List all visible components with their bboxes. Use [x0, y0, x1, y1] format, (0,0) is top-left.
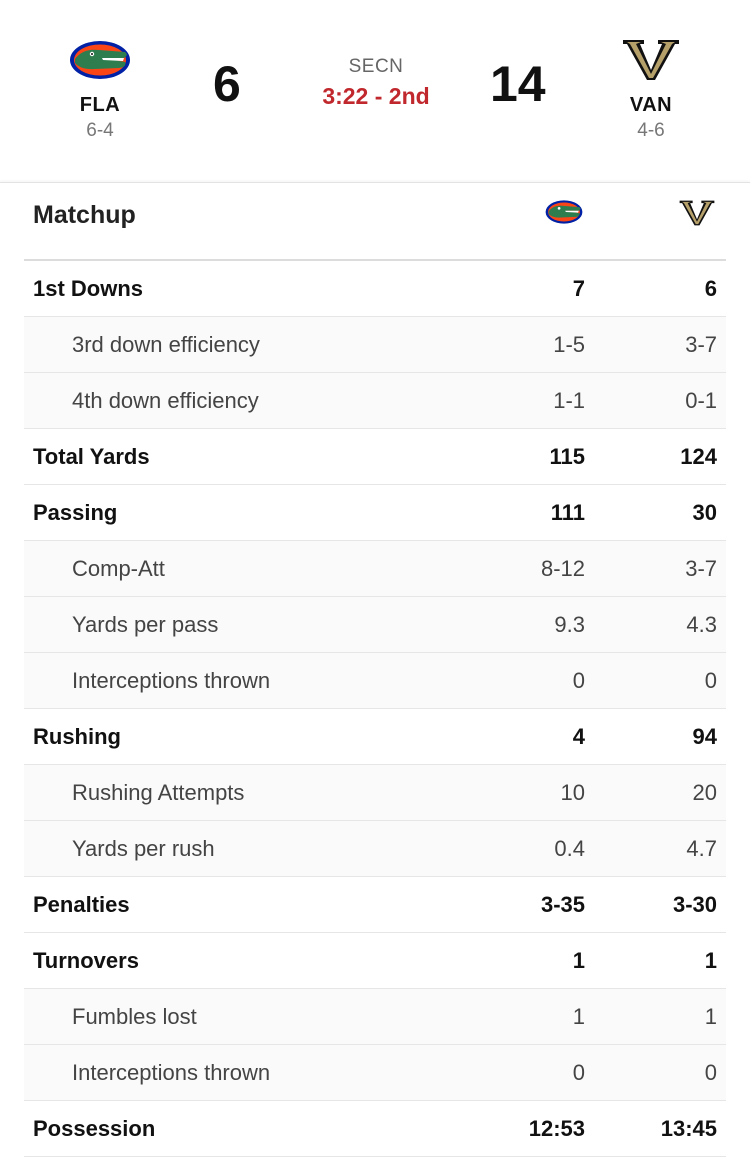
- home-stat-value: 0.4: [554, 836, 585, 861]
- away-stat-value: 3-30: [672, 892, 717, 917]
- away-stat-value: 6: [704, 276, 717, 301]
- home-stat-value: 3-35: [540, 892, 585, 917]
- stat-label: Penalties: [33, 892, 130, 917]
- stat-label: Fumbles lost: [72, 1004, 197, 1029]
- stat-label: Yards per rush: [72, 836, 215, 861]
- home-stat-value: 1: [572, 948, 585, 973]
- gator-logo-icon: [545, 199, 583, 230]
- game-status: SECN 3:22 - 2nd: [276, 56, 476, 110]
- stat-row: 1st Downs 7 6: [24, 261, 726, 317]
- stat-label: Turnovers: [33, 948, 139, 973]
- away-stat-value: 1: [704, 1004, 717, 1029]
- away-stat-value: 94: [692, 724, 717, 749]
- home-stat-value: 0: [572, 1060, 585, 1085]
- scoreboard-header: FLA 6-4 6 SECN 3:22 - 2nd 14 VAN 4-6: [0, 0, 750, 182]
- home-team[interactable]: FLA 6-4: [45, 34, 155, 142]
- stat-sub-row: Yards per pass 9.3 4.3: [24, 597, 726, 653]
- stat-row: Possession 12:53 13:45: [24, 1101, 726, 1157]
- stats-table: 1st Downs 7 6 3rd down efficiency 1-5 3-7 4th …: [24, 261, 726, 1157]
- tv-network: SECN: [348, 56, 404, 77]
- stat-row: Passing 111 30: [24, 485, 726, 541]
- stat-row: Total Yards 115 124: [24, 429, 726, 485]
- home-stat-value: 9.3: [554, 612, 585, 637]
- stat-label: 3rd down efficiency: [72, 332, 260, 357]
- away-stat-value: 4.7: [686, 836, 717, 861]
- away-stat-value: 124: [680, 444, 717, 469]
- home-stat-value: 10: [560, 780, 585, 805]
- home-team-abbr: FLA: [79, 94, 121, 116]
- stat-sub-row: Yards per rush 0.4 4.7: [24, 821, 726, 877]
- away-stat-value: 4.3: [686, 612, 717, 637]
- away-stat-value: 0-1: [685, 388, 717, 413]
- stat-label: Total Yards: [33, 444, 150, 469]
- away-stat-value: 3-7: [685, 332, 717, 357]
- away-stat-value: 3-7: [685, 556, 717, 581]
- matchup-title: Matchup: [33, 201, 136, 229]
- stat-label: Yards per pass: [72, 612, 219, 637]
- home-stat-value: 12:53: [528, 1116, 585, 1141]
- home-stat-value: 7: [572, 276, 585, 301]
- stat-label: 4th down efficiency: [72, 388, 259, 413]
- matchup-card: Matchup 1st Downs 7 6 3rd down efficiency 1-…: [0, 182, 750, 1158]
- stat-row: Penalties 3-35 3-30: [24, 877, 726, 933]
- stat-label: Rushing: [33, 724, 121, 749]
- stat-sub-row: 4th down efficiency 1-1 0-1: [24, 373, 726, 429]
- stat-label: Possession: [33, 1116, 156, 1141]
- stat-label: Interceptions thrown: [72, 1060, 271, 1085]
- home-stat-value: 8-12: [540, 556, 585, 581]
- away-stat-value: 0: [704, 1060, 717, 1085]
- home-team-record: 6-4: [86, 120, 114, 141]
- home-score: 6: [213, 56, 241, 112]
- away-stat-value: 13:45: [660, 1116, 717, 1141]
- game-clock: 3:22 - 2nd: [322, 83, 430, 109]
- stat-sub-row: 3rd down efficiency 1-5 3-7: [24, 317, 726, 373]
- stat-row: Turnovers 1 1: [24, 933, 726, 989]
- stat-sub-row: Interceptions thrown 0 0: [24, 1045, 726, 1101]
- vanderbilt-v-logo-icon: [679, 199, 715, 232]
- stat-label: Passing: [33, 500, 118, 525]
- home-stat-value: 4: [572, 724, 585, 749]
- home-stat-value: 111: [550, 500, 585, 525]
- stat-label: 1st Downs: [33, 276, 144, 301]
- stat-sub-row: Interceptions thrown 0 0: [24, 653, 726, 709]
- away-stat-value: 20: [692, 780, 717, 805]
- stat-sub-row: Rushing Attempts 10 20: [24, 765, 726, 821]
- away-team-record: 4-6: [637, 120, 665, 141]
- vanderbilt-v-logo-icon: [596, 34, 706, 86]
- away-stat-value: 0: [704, 668, 717, 693]
- home-stat-value: 1: [572, 1004, 585, 1029]
- home-stat-value: 0: [572, 668, 585, 693]
- stat-sub-row: Fumbles lost 1 1: [24, 989, 726, 1045]
- home-stat-value: 1-1: [553, 388, 585, 413]
- stat-label: Rushing Attempts: [72, 780, 245, 805]
- away-stat-value: 30: [692, 500, 717, 525]
- stat-sub-row: Comp-Att 8-12 3-7: [24, 541, 726, 597]
- away-stat-value: 1: [704, 948, 717, 973]
- matchup-header: Matchup: [24, 183, 726, 261]
- stat-label: Comp-Att: [72, 556, 165, 581]
- gator-logo-icon: [45, 34, 155, 86]
- away-team[interactable]: VAN 4-6: [596, 34, 706, 142]
- stat-row: Rushing 4 94: [24, 709, 726, 765]
- away-score: 14: [490, 56, 546, 112]
- home-stat-value: 115: [549, 444, 586, 469]
- away-team-abbr: VAN: [629, 94, 673, 116]
- home-stat-value: 1-5: [553, 332, 585, 357]
- stat-label: Interceptions thrown: [72, 668, 271, 693]
